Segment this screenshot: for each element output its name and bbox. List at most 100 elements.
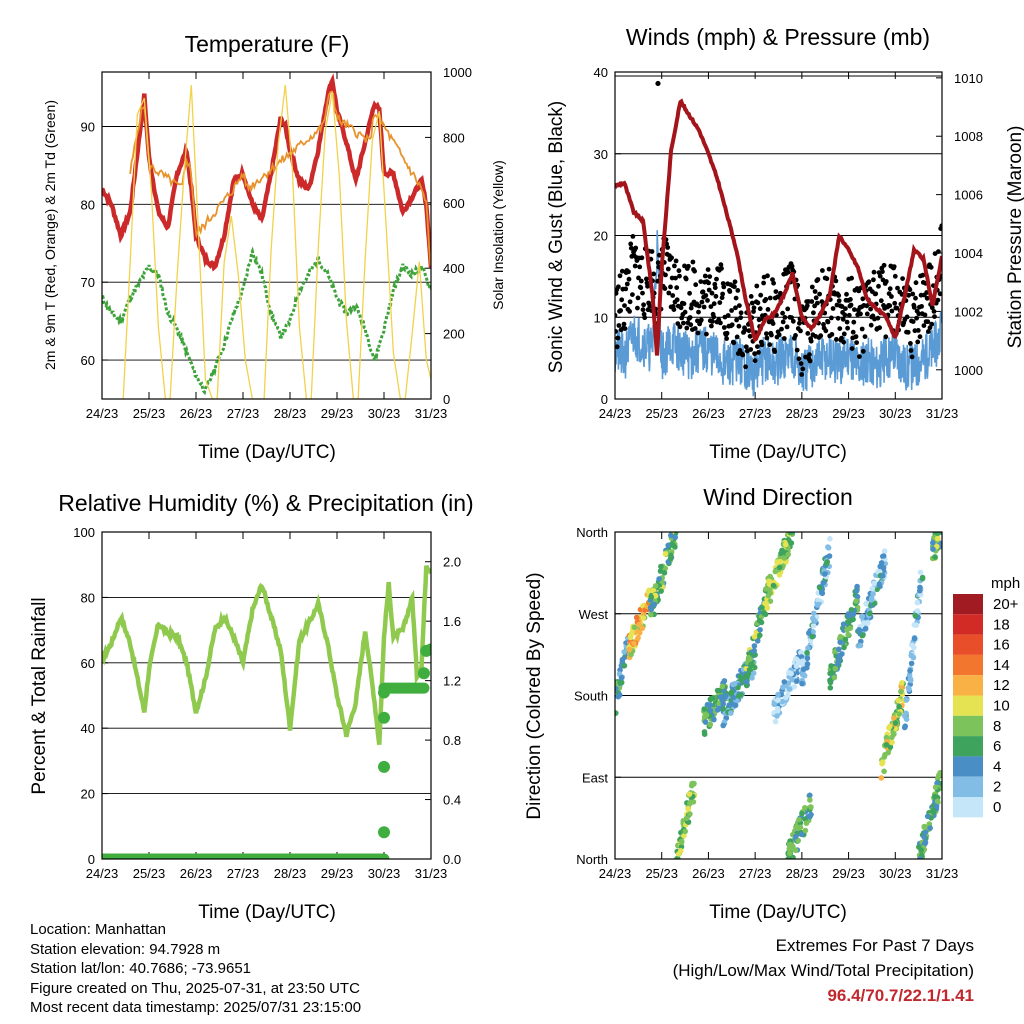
gust-point	[638, 278, 644, 284]
wind-direction-point	[750, 670, 757, 676]
gust-point	[703, 293, 709, 298]
wind-direction-point	[842, 636, 849, 643]
wind-direction-point	[702, 719, 709, 725]
gust-point	[908, 341, 913, 346]
wind-direction-point	[810, 629, 816, 635]
wind-direction-point	[701, 731, 708, 737]
gust-point	[765, 273, 770, 279]
wind-direction-point	[779, 698, 786, 705]
gust-point	[763, 297, 769, 302]
wind-direction-point	[858, 638, 864, 645]
gust-point	[733, 305, 738, 311]
wind-direction-point	[616, 692, 623, 698]
y2tick-label: 2.0	[443, 555, 461, 570]
colorbar-swatch	[953, 715, 983, 737]
wind-direction-point	[921, 824, 927, 830]
wind-direction-point	[862, 626, 869, 632]
wind-direction-point	[707, 721, 714, 728]
precip-point	[378, 711, 390, 724]
wind-direction-point	[703, 712, 710, 718]
wind-direction-xlabel: Time (Day/UTC)	[709, 902, 847, 923]
xtick-label: 26/23	[180, 866, 213, 881]
station-elevation: Station elevation: 94.7928 m	[30, 940, 221, 958]
gust-point	[636, 275, 641, 281]
gust-point	[911, 305, 917, 310]
gust-point	[665, 245, 671, 250]
wind-direction-point	[776, 564, 783, 571]
wind-direction-point	[878, 775, 885, 781]
humidity-title: Relative Humidity (%) & Precipitation (i…	[58, 490, 473, 516]
gust-point	[738, 310, 744, 316]
wind-direction-point	[751, 647, 757, 654]
ytick-label: 80	[81, 197, 95, 212]
wind-direction-point	[810, 622, 817, 629]
gust-point	[670, 293, 676, 298]
gust-point	[873, 291, 879, 297]
gust-point	[848, 297, 853, 302]
wind-direction-point	[898, 688, 904, 695]
gust-point	[767, 342, 773, 348]
wind-direction-point	[815, 601, 822, 608]
wind-direction-point	[932, 793, 938, 800]
gust-point	[823, 328, 829, 334]
gust-point	[641, 302, 646, 308]
humidity-series-group	[102, 564, 431, 859]
wind-direction-point	[868, 597, 875, 603]
gust-point	[805, 331, 811, 336]
wind-direction-point	[863, 601, 870, 607]
ytick-label: North	[576, 525, 608, 540]
winds-ylabel-left: Sonic Wind & Gust (Blue, Black)	[546, 101, 567, 373]
wind-direction-point	[754, 638, 761, 644]
gust-point	[858, 311, 863, 317]
colorbar-label: 2	[993, 779, 1001, 796]
ytick-label: 20	[594, 229, 608, 244]
xtick-label: 25/23	[133, 406, 166, 421]
gust-point	[683, 276, 689, 282]
gust-point	[678, 305, 684, 311]
xtick-label: 24/23	[599, 866, 632, 881]
wind-direction-point	[815, 597, 821, 604]
xtick-label: 25/23	[133, 866, 166, 881]
gust-point	[754, 283, 760, 289]
gust-point	[719, 266, 724, 271]
wind-direction-point	[662, 551, 669, 557]
xtick-label: 27/23	[227, 866, 260, 881]
gust-point	[860, 348, 866, 354]
gust-point	[779, 326, 784, 332]
wind-direction-point	[618, 674, 625, 681]
wind-direction-point	[835, 657, 842, 663]
wind-direction-point	[800, 666, 807, 672]
wind-direction-point	[857, 642, 864, 649]
recent-timestamp: Most recent data timestamp: 2025/07/31 2…	[30, 999, 362, 1016]
gust-point	[910, 291, 916, 297]
wind-direction-point	[731, 681, 738, 687]
wind-direction-point	[854, 593, 861, 600]
gust-point	[799, 372, 805, 377]
gust-point	[619, 268, 625, 274]
wind-direction-point	[853, 588, 860, 594]
wind-direction-point	[820, 579, 827, 586]
xtick-label: 31/23	[926, 406, 959, 421]
colorbar-label: 12	[993, 677, 1010, 694]
wind-direction-point	[628, 651, 634, 658]
gust-point	[854, 340, 859, 345]
temperature-9m-line	[129, 90, 431, 266]
gust-point	[743, 364, 748, 370]
wind-direction-point	[757, 632, 763, 639]
wind-direction-point	[917, 856, 924, 859]
wind-direction-point	[906, 686, 912, 692]
y2tick-label: 1010	[954, 71, 983, 86]
gust-point	[835, 315, 841, 321]
gust-point	[752, 358, 758, 364]
wind-direction-point	[936, 772, 942, 779]
wind-direction-point	[650, 587, 657, 594]
gust-point	[842, 312, 848, 318]
wind-direction-point	[801, 672, 808, 679]
gust-point	[915, 328, 921, 333]
gust-point	[910, 319, 916, 324]
gust-point	[709, 290, 715, 296]
xtick-label: 25/23	[645, 406, 678, 421]
wind-direction-point	[798, 831, 805, 838]
gust-point	[776, 332, 782, 338]
wind-direction-point	[887, 723, 893, 730]
